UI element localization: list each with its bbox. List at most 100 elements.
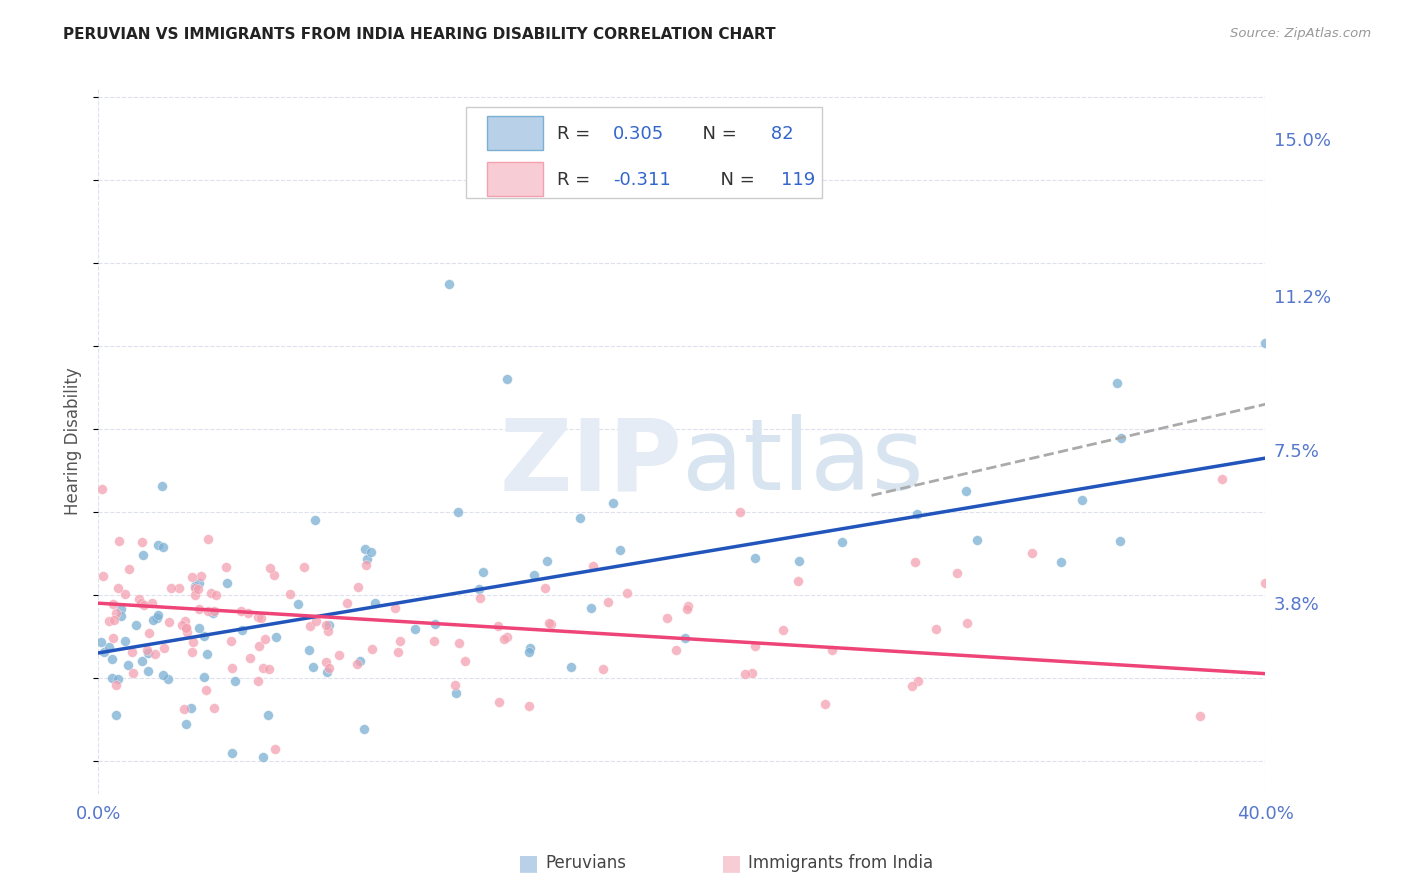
Point bbox=[157, 672, 180, 686]
Point bbox=[569, 511, 592, 525]
Point bbox=[114, 587, 136, 601]
Point bbox=[117, 657, 139, 672]
Point bbox=[449, 636, 471, 650]
Point bbox=[256, 708, 278, 723]
Point bbox=[125, 618, 148, 632]
Point bbox=[315, 655, 337, 669]
Point bbox=[318, 624, 340, 639]
Point bbox=[387, 645, 409, 659]
Point bbox=[110, 609, 132, 624]
Point bbox=[907, 673, 929, 688]
Text: R =: R = bbox=[557, 171, 596, 189]
Point bbox=[221, 661, 243, 675]
Point bbox=[356, 558, 378, 573]
Point bbox=[197, 603, 219, 617]
Point bbox=[318, 661, 340, 675]
Point bbox=[183, 587, 205, 601]
Point bbox=[107, 672, 129, 686]
Point bbox=[1109, 431, 1132, 445]
Point bbox=[946, 566, 969, 580]
Point bbox=[253, 632, 276, 647]
Point bbox=[315, 665, 337, 679]
Point bbox=[202, 701, 225, 715]
Point bbox=[744, 640, 766, 654]
Point bbox=[901, 679, 924, 693]
Point bbox=[249, 610, 271, 624]
Text: ZIP: ZIP bbox=[499, 414, 682, 511]
Point bbox=[772, 623, 794, 637]
Point bbox=[287, 597, 309, 611]
Point bbox=[121, 645, 143, 659]
Point bbox=[1254, 576, 1277, 591]
Point bbox=[131, 535, 153, 549]
Point bbox=[200, 585, 222, 599]
Point bbox=[446, 686, 468, 700]
Point bbox=[170, 618, 193, 632]
Point bbox=[174, 620, 197, 634]
Point bbox=[298, 619, 321, 633]
Point bbox=[259, 662, 281, 676]
Point bbox=[136, 665, 159, 679]
Point bbox=[236, 606, 259, 620]
Point bbox=[734, 667, 756, 681]
Point bbox=[495, 372, 517, 386]
Point bbox=[152, 667, 174, 681]
Point bbox=[494, 632, 516, 646]
Text: 82: 82 bbox=[765, 125, 793, 144]
Text: 0.305: 0.305 bbox=[613, 125, 664, 144]
Point bbox=[1254, 335, 1277, 350]
Point bbox=[1070, 492, 1092, 507]
Point bbox=[90, 635, 112, 649]
Text: -0.311: -0.311 bbox=[613, 171, 671, 189]
Text: Source: ZipAtlas.com: Source: ZipAtlas.com bbox=[1230, 27, 1371, 40]
Text: N =: N = bbox=[692, 125, 742, 144]
Text: ■: ■ bbox=[721, 854, 741, 873]
Point bbox=[128, 592, 150, 607]
Point bbox=[187, 582, 209, 596]
Point bbox=[609, 543, 631, 558]
Point bbox=[744, 550, 766, 565]
Point bbox=[925, 622, 948, 636]
Point bbox=[349, 654, 371, 668]
Point bbox=[247, 674, 270, 689]
Point bbox=[616, 585, 638, 599]
Point bbox=[437, 277, 460, 291]
Point bbox=[246, 609, 269, 624]
FancyBboxPatch shape bbox=[465, 107, 823, 198]
Point bbox=[336, 596, 359, 610]
Point bbox=[195, 683, 218, 698]
Bar bbox=[486, 161, 543, 195]
Point bbox=[318, 618, 340, 632]
Point bbox=[517, 699, 540, 714]
Point bbox=[264, 630, 287, 644]
Point bbox=[360, 545, 382, 559]
Point bbox=[904, 555, 927, 569]
Point bbox=[468, 591, 491, 605]
Point bbox=[655, 611, 678, 625]
Bar bbox=[486, 116, 543, 150]
Point bbox=[101, 671, 124, 685]
Point bbox=[103, 597, 125, 611]
Point bbox=[787, 574, 810, 588]
Point bbox=[592, 662, 614, 676]
Point bbox=[404, 622, 426, 636]
Point bbox=[193, 629, 215, 643]
Point bbox=[263, 567, 285, 582]
Point bbox=[107, 581, 129, 595]
Point bbox=[114, 634, 136, 648]
Point bbox=[1188, 709, 1211, 723]
Point bbox=[136, 646, 159, 660]
Point bbox=[1107, 376, 1129, 391]
Point bbox=[174, 614, 197, 628]
Point bbox=[519, 640, 541, 655]
Point bbox=[1211, 472, 1233, 486]
Point bbox=[304, 513, 326, 527]
Point bbox=[1108, 534, 1130, 549]
Point bbox=[346, 657, 368, 671]
Point bbox=[132, 548, 155, 562]
Point bbox=[305, 614, 328, 628]
Point bbox=[91, 569, 114, 583]
Point bbox=[675, 601, 697, 615]
Point bbox=[183, 581, 205, 595]
Point bbox=[496, 630, 519, 644]
